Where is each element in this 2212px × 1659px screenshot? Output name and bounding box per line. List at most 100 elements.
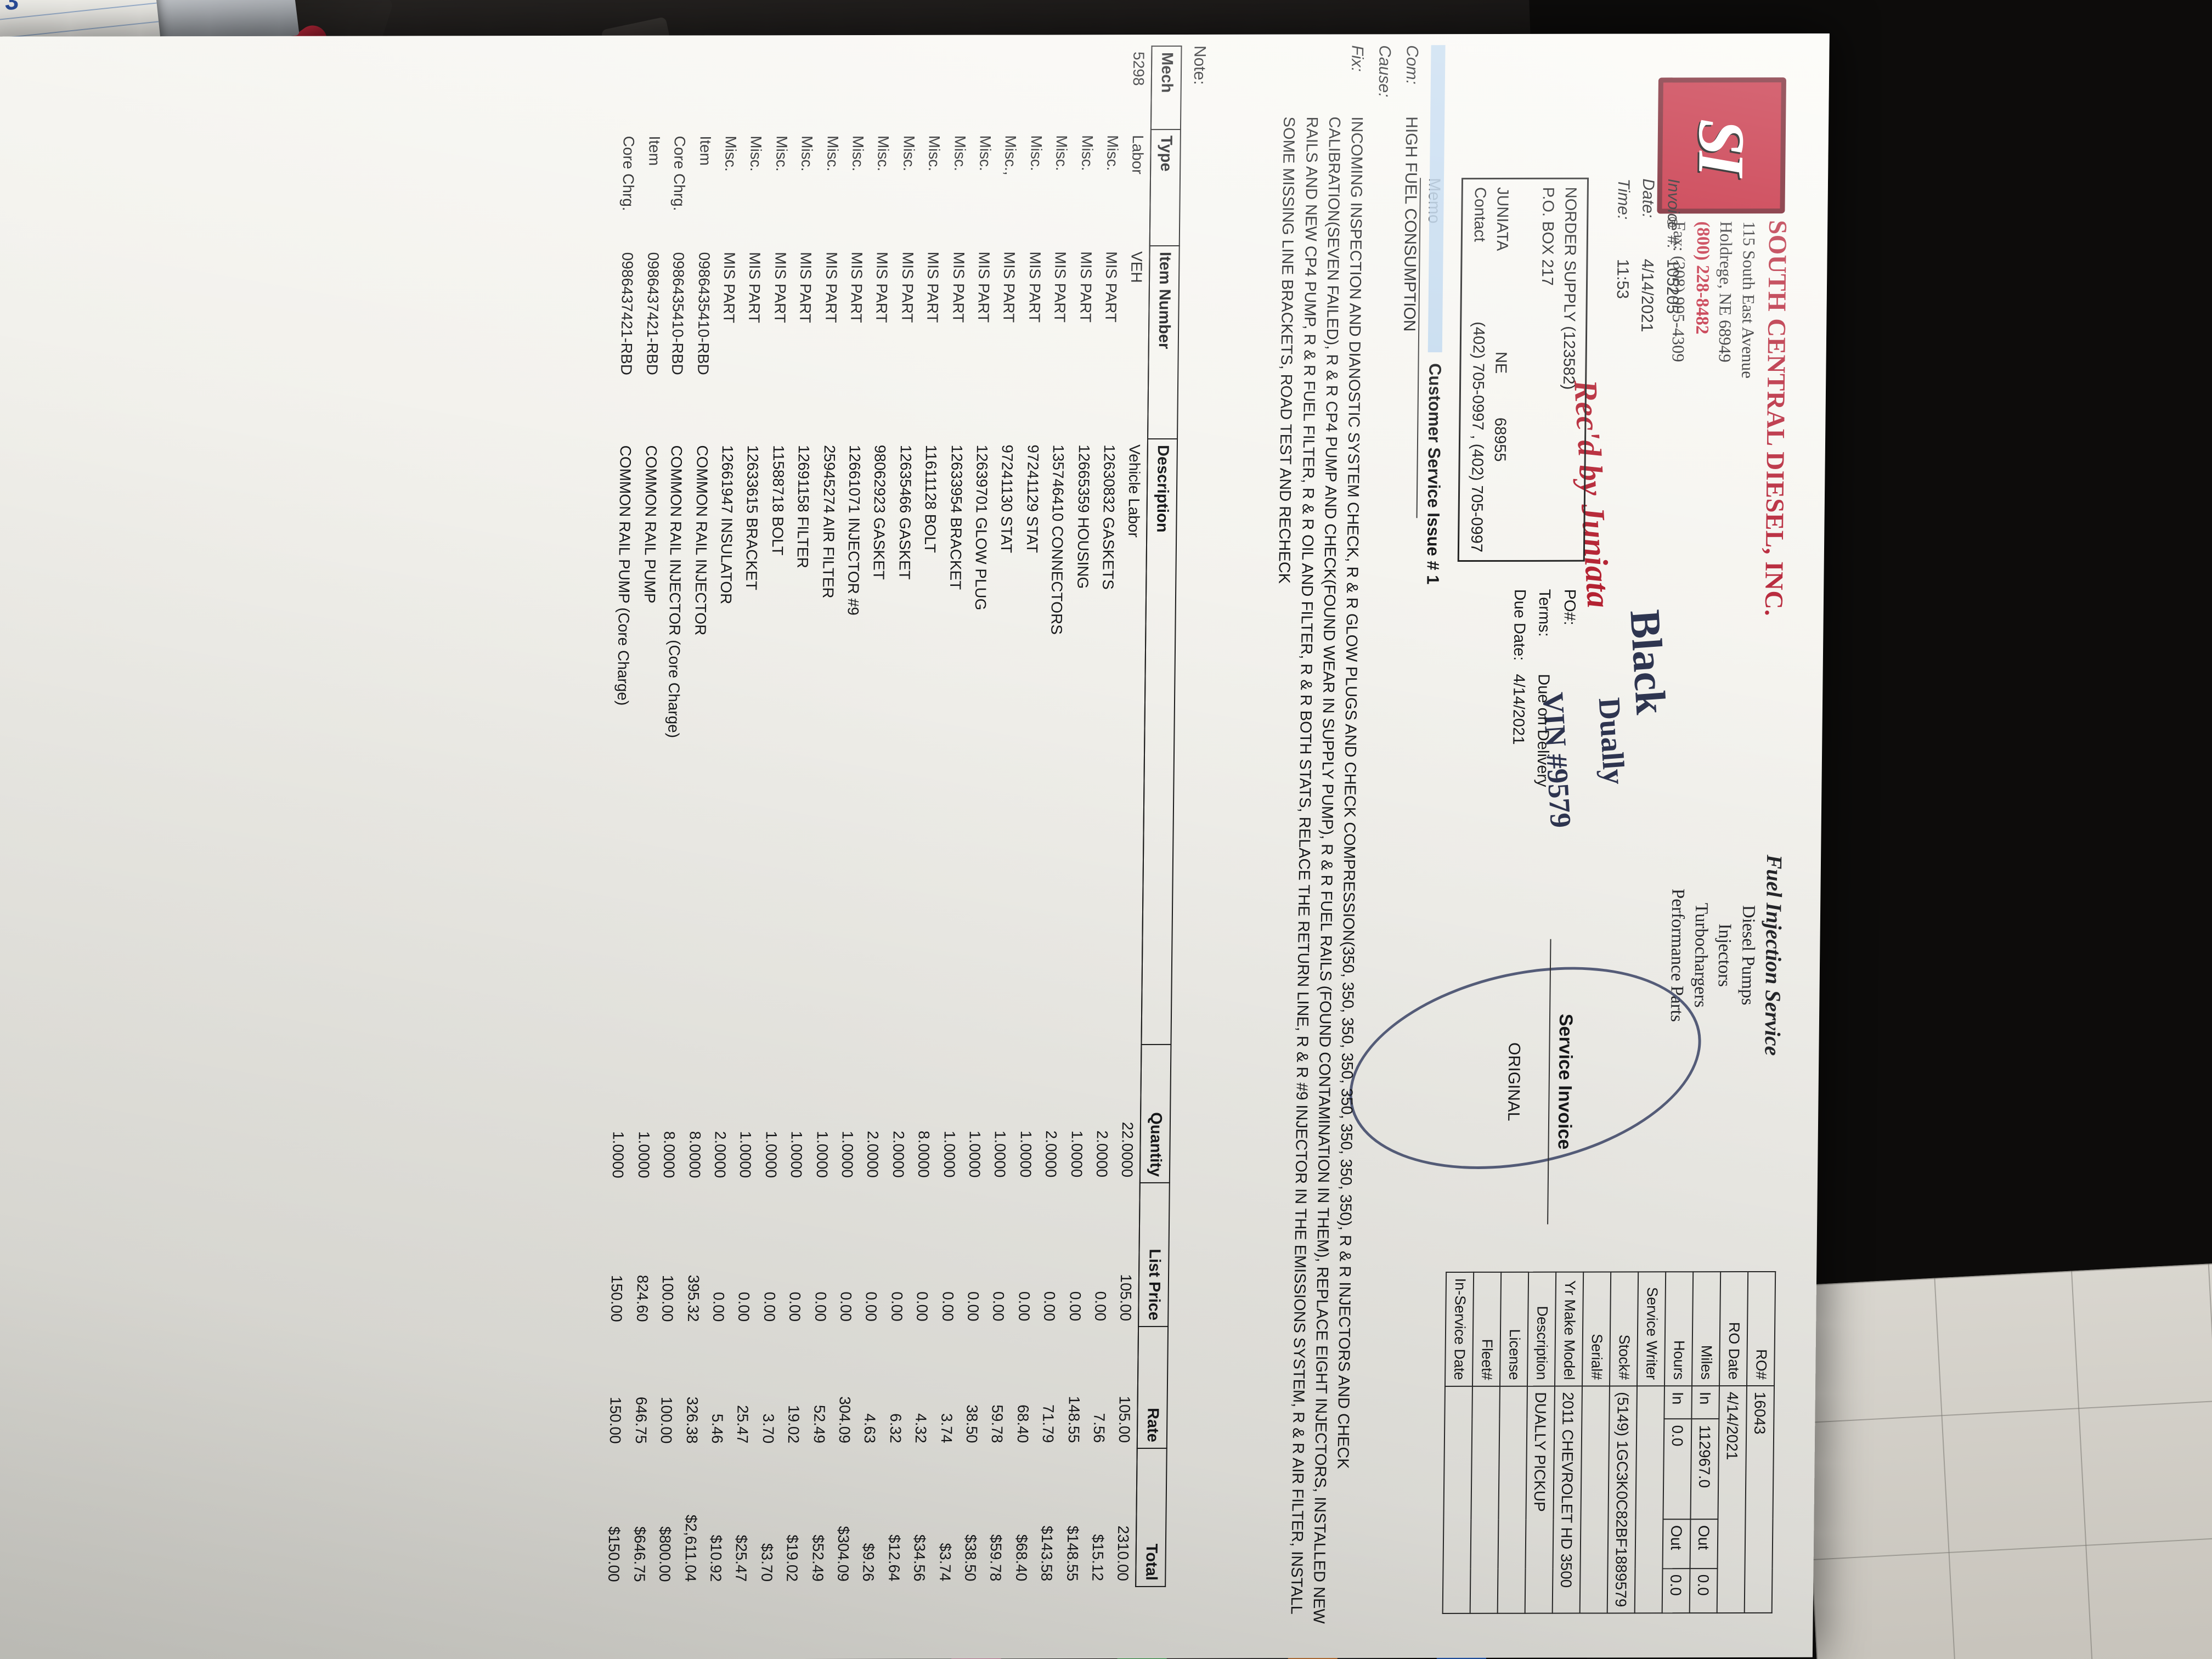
line-item-list-price: 150.00: [608, 1274, 626, 1322]
line-item-mech: [972, 47, 998, 130]
fix-label: Fix:: [1348, 45, 1367, 72]
line-item-list-price: 0.00: [939, 1291, 957, 1322]
line-item-type: Misc.: [1027, 135, 1045, 171]
line-item-list-price: 0.00: [862, 1291, 881, 1322]
line-items-body: 5298 Labor VEH Vehicle Labor 22.0000 105.00 10…: [601, 46, 1152, 1588]
line-item-mech: [794, 47, 821, 130]
line-item-list-price: 0.00: [811, 1291, 830, 1322]
line-item-quantity: 1.0000: [1017, 1130, 1035, 1178]
table-row: Service Writer: [1634, 1271, 1666, 1613]
line-item-number: MIS PART: [1000, 251, 1018, 323]
fleet-number-value: [1470, 1386, 1500, 1613]
line-item-rate: 3.74: [938, 1413, 955, 1443]
line-item-list-price: 0.00: [710, 1291, 727, 1322]
line-item-type: Misc.: [823, 136, 842, 172]
line-item-type: Misc.: [926, 135, 943, 172]
line-item-type: Misc.: [900, 135, 918, 172]
line-item-number: MIS PART: [1102, 251, 1120, 323]
invoice-date-value: 4/14/2021: [1638, 258, 1657, 332]
line-item-total: $12.64: [885, 1534, 903, 1582]
line-item-total: $800.00: [656, 1526, 674, 1582]
line-item-list-price: 105.00: [1117, 1274, 1135, 1322]
line-item-mech: [667, 47, 693, 131]
line-item-rate: 4.63: [861, 1413, 879, 1443]
line-item-number: MIS PART: [771, 252, 789, 323]
customer-address: P.O. BOX 217: [1538, 187, 1557, 286]
line-item-number: MIS PART: [899, 251, 917, 323]
line-item-quantity: 1.0000: [838, 1131, 856, 1178]
company-address-line1: 115 South East Avenue: [1738, 221, 1759, 379]
line-item-quantity: 8.0000: [661, 1131, 679, 1178]
in-service-date-label: In-Service Date: [1444, 1272, 1474, 1386]
comment-label: Com:: [1402, 45, 1421, 84]
line-item-list-price: 0.00: [913, 1291, 931, 1322]
yr-make-model-label: Yr Make Model: [1554, 1272, 1584, 1386]
column-header-rate: Rate: [1137, 1326, 1169, 1448]
customer-name: NORDER SUPPLY (123582): [1560, 187, 1579, 390]
customer-contact-value: (402) 705-0997 , (402) 705-0997: [1468, 321, 1488, 553]
line-item-list-price: 0.00: [1066, 1291, 1084, 1322]
license-value: [1497, 1386, 1527, 1613]
line-item-quantity: 1.0000: [813, 1131, 831, 1178]
table-row: Invoice #: 105205: [1660, 178, 1685, 341]
line-item-list-price: 0.00: [1092, 1291, 1109, 1322]
customer-service-issue-title: Customer Service Issue # 1: [1423, 363, 1445, 585]
line-item-number: MIS PART: [822, 252, 840, 323]
line-item-type: Misc.: [1104, 135, 1121, 171]
line-item-rate: 59.78: [989, 1404, 1006, 1443]
table-row: Serial#: [1579, 1272, 1611, 1613]
terms-block: PO#: Terms: Due on Delivery Due Date: 4/…: [1504, 588, 1583, 800]
line-item-quantity: 2.0000: [1042, 1130, 1060, 1178]
vehicle-description-value: DUALLY PICKUP: [1525, 1386, 1555, 1613]
customer-city: JUNIATA: [1493, 187, 1512, 251]
line-item-mech: [845, 47, 872, 130]
line-item-type: Misc.: [722, 136, 740, 172]
line-item-mech: [616, 47, 642, 131]
miles-in-label: In: [1691, 1385, 1720, 1419]
line-item-number: MIS PART: [1051, 251, 1069, 323]
line-item-total: $19.02: [783, 1534, 802, 1582]
table-row: Miles In 112967.0 Out 0.0: [1689, 1271, 1721, 1613]
line-item-quantity: 1.0000: [635, 1131, 653, 1178]
line-item-list-price: 0.00: [1015, 1291, 1033, 1322]
column-header-type: Type: [1150, 129, 1181, 246]
column-header-mech: Mech: [1151, 46, 1182, 130]
line-item-mech: [820, 47, 846, 130]
line-item-rate: 6.32: [887, 1413, 905, 1443]
service-item: Diesel Pumps: [1737, 905, 1759, 1006]
line-item-mech: [1049, 46, 1075, 129]
line-item-rate: 304.09: [836, 1396, 854, 1443]
serial-number-label: Serial#: [1582, 1272, 1611, 1386]
terms-value: Due on Delivery: [1533, 674, 1553, 787]
yr-make-model-value: 2011 CHEVROLET HD 3500: [1552, 1386, 1582, 1613]
ro-date-value: 4/14/2021: [1717, 1385, 1747, 1613]
repair-order-table: RO# 16043 RO Date 4/14/2021 Miles In 112…: [1442, 1271, 1776, 1614]
line-item-type: Core Chrg.: [619, 136, 638, 211]
company-phone: (800) 228-8482: [1692, 221, 1713, 335]
line-item-number: MIS PART: [873, 251, 891, 323]
document-type-block: Service Invoice ORIGINAL: [1502, 939, 1579, 1224]
line-item-total: $148.55: [1063, 1525, 1081, 1582]
po-label: PO#:: [1560, 589, 1579, 625]
table-row: RO# 16043: [1744, 1271, 1776, 1613]
line-item-rate: 150.00: [607, 1396, 625, 1444]
line-item-number: VEH: [1128, 251, 1146, 283]
document-copy-type: ORIGINAL: [1504, 1042, 1523, 1121]
hours-out-value: 0.0: [1662, 1568, 1690, 1613]
table-row: Hours In 0.0 Out 0.0: [1662, 1271, 1694, 1613]
line-item-list-price: 0.00: [837, 1291, 855, 1322]
line-item-rate: 38.50: [963, 1404, 981, 1443]
line-item-total: $143.58: [1038, 1525, 1056, 1582]
line-item-quantity: 1.0000: [610, 1131, 628, 1178]
line-item-total: $34.56: [911, 1534, 929, 1582]
line-item-number: 0986435410-RBD: [669, 252, 687, 375]
company-name: SOUTH CENTRAL DIESEL, INC.: [1759, 220, 1792, 617]
hours-in-label: In: [1664, 1385, 1692, 1419]
line-item-type: Labor: [1129, 135, 1147, 174]
terms-label: Terms:: [1535, 589, 1554, 637]
po-value: [1555, 674, 1581, 799]
line-item-mech: [871, 47, 897, 130]
line-item-total: $3.70: [758, 1543, 776, 1582]
service-item: Injectors: [1714, 923, 1735, 987]
document-title: Service Invoice: [1547, 939, 1579, 1224]
